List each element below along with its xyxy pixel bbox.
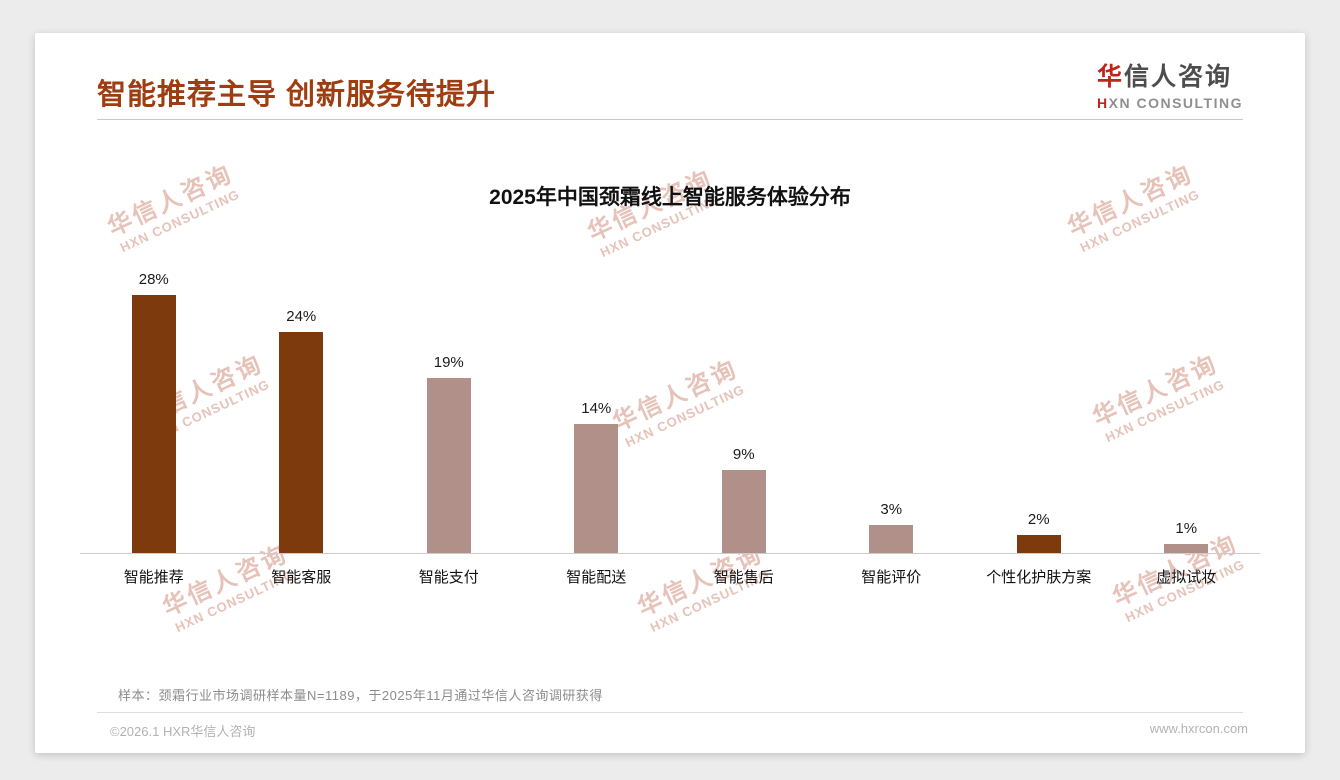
slide: 华信人咨询 HXN CONSULTING 华信人咨询 HXN CONSULTING 华信… [35, 33, 1305, 753]
page-title: 智能推荐主导 创新服务待提升 [97, 79, 497, 111]
logo-en-text: XN CONSULTING [1108, 95, 1243, 111]
footer-divider [97, 712, 1243, 713]
title-divider [97, 119, 1243, 120]
bar-group: 19% [375, 213, 523, 553]
bar-group: 9% [670, 213, 818, 553]
copyright: ©2026.1 HXR华信人咨询 [110, 724, 256, 739]
bar-value-label: 2% [1027, 511, 1050, 528]
x-axis-label: 智能评价 [861, 569, 922, 586]
plot-area: 28% 24% 19% 14% 9% 3% 2% 1% [80, 213, 1260, 553]
sample-note: 样本：颈霜行业市场调研样本量N=1189，于2025年11月通过华信人咨询调研获… [118, 688, 603, 703]
bar [869, 525, 914, 553]
bar [279, 332, 324, 553]
bar-group: 2% [965, 213, 1113, 553]
bar [1164, 544, 1209, 553]
bar-value-label: 1% [1175, 520, 1198, 537]
bar-value-label: 14% [581, 400, 612, 417]
logo-cn-text: 信人咨询 [1124, 63, 1233, 91]
chart-title: 2025年中国颈霜线上智能服务体验分布 [489, 186, 851, 209]
x-axis-label: 智能推荐 [123, 569, 184, 586]
bar-group: 3% [818, 213, 966, 553]
bar-group: 24% [228, 213, 376, 553]
bar [426, 378, 471, 553]
x-axis-labels: 智能推荐 智能客服 智能支付 智能配送 智能售后 智能评价 个性化护肤方案 虚拟试妆 [80, 566, 1260, 587]
x-axis-label: 智能客服 [271, 569, 332, 586]
bar-group: 14% [523, 213, 671, 553]
logo-en: HXN CONSULTING [1097, 95, 1243, 111]
bar [574, 424, 619, 553]
brand-logo: 华信人咨询 HXN CONSULTING [1097, 57, 1243, 111]
bar-value-label: 3% [880, 501, 903, 518]
x-axis-label: 智能售后 [713, 569, 774, 586]
bar [721, 470, 766, 553]
x-axis-label: 智能配送 [566, 569, 627, 586]
bar [1016, 535, 1061, 553]
bar-group: 28% [80, 213, 228, 553]
bar-group: 1% [1113, 213, 1261, 553]
bar-value-label: 9% [732, 446, 755, 463]
x-axis-label: 虚拟试妆 [1156, 569, 1217, 586]
bar-value-label: 24% [286, 308, 317, 325]
logo-cn: 华信人咨询 [1097, 57, 1243, 93]
bar [131, 295, 176, 553]
logo-cn-accent: 华 [1097, 63, 1125, 91]
bar-value-label: 19% [433, 354, 464, 371]
x-axis-label: 个性化护肤方案 [986, 569, 1092, 586]
bar-value-label: 28% [138, 271, 169, 288]
x-axis-line [80, 553, 1260, 554]
x-axis-label: 智能支付 [418, 569, 479, 586]
website-url: www.hxrcon.com [1149, 721, 1248, 736]
logo-en-accent: H [1097, 95, 1109, 111]
